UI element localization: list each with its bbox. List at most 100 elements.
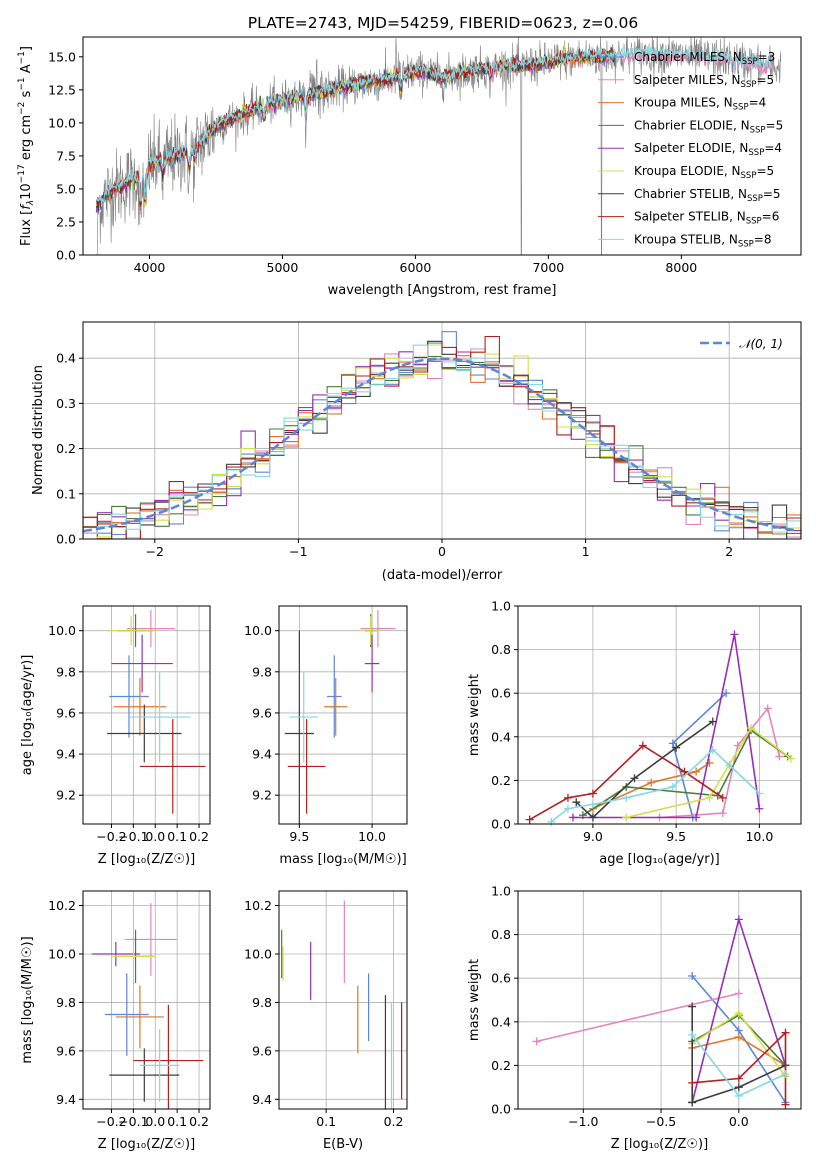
weight-vs-age-ylabel: mass weight [467,674,482,756]
legend-label-kroupa-miles: Kroupa MILES, NSSP=4 [634,96,766,113]
age-vs-z-xtick-label: 0.2 [189,829,209,844]
weight-marker-kroupa-stelib [725,761,734,770]
weight-marker-chabrier-miles [722,689,731,698]
weight-marker-kroupa-stelib [563,804,572,813]
spectrum-ytick-label: 5.0 [56,181,76,196]
weight-line-salpeter-stelib [692,1030,787,1105]
weight-vs-z-frame [517,890,802,1110]
residual-ytick-label: 0.1 [56,486,76,501]
weight-marker-chabrier-miles [668,739,677,748]
age-vs-z-ytick-label: 9.4 [56,747,76,762]
weight-vs-z-xlabel: Z [log₁₀(Z/Z☉)] [611,1137,708,1152]
weight-marker-kroupa-miles [692,767,701,776]
weight-vs-age-ytick-label: 0.2 [491,773,511,788]
mass-vs-z-xtick-label: −0.2 [96,1114,126,1129]
spectrum-model-salpeter-stelib [95,47,616,208]
weight-marker-chabrier-miles [688,972,697,981]
residual-xtick-label: 1 [582,544,590,559]
weight-vs-age-ytick-label: 0.6 [491,686,511,701]
mass-vs-ebv-xlabel: E(B-V) [323,1137,363,1152]
weight-vs-z-xtick-label: 0.0 [729,1114,749,1129]
weight-marker-kroupa-stelib [688,1030,697,1039]
weight-vs-age-xlabel: age [log₁₀(age/yr)] [599,852,720,867]
residual-ytick-label: 0.0 [56,532,76,547]
weight-marker-chabrier-stelib [588,813,597,822]
mass-vs-z-xtick-label: 0.0 [145,1114,165,1129]
weight-marker-salpeter-elodie [692,813,701,822]
mass-vs-z-ytick-label: 9.4 [56,1092,76,1107]
spectrum-ytick-label: 2.5 [56,214,76,229]
weight-marker-salpeter-miles [775,752,784,761]
parameter-panels: −0.2−0.10.0 0.1 0.29.29.49.69.810.0Z [log₁… [20,599,802,1152]
weight-marker-salpeter-stelib [680,767,689,776]
weight-marker-chabrier-stelib [688,1002,697,1011]
weight-marker-salpeter-stelib [525,815,534,824]
age-vs-z-ytick-label: 9.6 [56,705,76,720]
mass-vs-z-ytick-label: 10.2 [48,898,76,913]
mass-vs-z-xtick-label: 0.2 [189,1114,209,1129]
weight-marker-kroupa-elodie [787,754,796,763]
weight-vs-age-panel: 9.0 9.5 10.0 0.0 0.2 0.4 0.6 0.8 1.0 age [log₁₀(a… [467,599,802,867]
age-vs-mass-ytick-label: 10.0 [244,623,272,638]
age-vs-z-ylabel: age [log₁₀(age/yr)] [20,655,35,776]
residual-panel: −2 −1 0 1 2 0.0 0.1 0.2 0.3 0.4 𝒩(0, 1) (data-mode… [31,321,802,583]
residual-ytick-label: 0.4 [56,351,76,366]
weight-marker-kroupa-miles [734,1033,743,1042]
weight-marker-chabrier-stelib [708,717,717,726]
age-vs-z-xtick-label: −0.2 [96,829,126,844]
weight-marker-kroupa-elodie [747,724,756,733]
weight-marker-salpeter-stelib [563,793,572,802]
mass-vs-z-ytick-label: 10.0 [48,946,76,961]
mass-vs-ebv-frame [278,890,408,1110]
weight-marker-chabrier-stelib [572,798,581,807]
weight-marker-salpeter-miles [734,989,743,998]
mass-vs-z-frame [82,890,211,1110]
weight-marker-salpeter-stelib [688,1078,697,1087]
weight-marker-salpeter-stelib [781,1100,790,1109]
age-vs-mass-ytick-label: 9.4 [252,747,272,762]
age-vs-mass-ytick-label: 9.8 [252,664,272,679]
age-vs-z-xtick-label: 0.1 [167,829,187,844]
age-vs-mass-ytick-label: 9.2 [252,788,272,803]
weight-marker-kroupa-stelib [708,745,717,754]
residual-ytick-label: 0.3 [56,396,76,411]
mass-vs-z-panel: −0.2−0.10.0 0.1 0.2 9.4 9.6 9.8 10.0 10.2 Z [log… [20,890,211,1152]
residual-hist-salpeter-miles [83,348,801,539]
mass-vs-ebv-xtick-label: 0.2 [384,1114,404,1129]
weight-marker-kroupa-elodie [705,793,714,802]
weight-marker-kroupa-stelib [781,1070,790,1079]
weight-marker-kroupa-stelib [668,782,677,791]
spectrum-xtick-label: 8000 [665,260,697,275]
weight-marker-salpeter-stelib [781,1028,790,1037]
weight-vs-age-frame [517,605,802,825]
weight-line-chabrier-stelib [691,1006,786,1104]
weight-line-kroupa-elodie [626,726,792,819]
weight-vs-age-xtick-label: 9.5 [666,829,686,844]
spectrum-ytick-label: 0.0 [56,248,76,263]
weight-vs-z-xtick-label: −0.5 [646,1114,676,1129]
weight-marker-chabrier-stelib [734,1083,743,1092]
mass-vs-ebv-ytick-label: 9.4 [252,1092,272,1107]
weight-vs-age-ytick-label: 0.0 [491,817,511,832]
spectrum-plot-area: 4000 5000 6000 7000 8000 0.0 2.5 5.0 7.5 10.0 12.5… [48,36,802,275]
mass-vs-ebv-panel: 0.1 0.2 9.4 9.6 9.8 10.0 10.2 E(B-V) [244,890,408,1152]
mass-vs-z-ytick-label: 9.8 [56,995,76,1010]
residual-xtick-label: 2 [725,544,733,559]
mass-vs-ebv-ytick-label: 9.6 [252,1043,272,1058]
age-vs-z-panel: −0.2−0.10.0 0.1 0.2 9.2 9.4 9.6 9.8 10.0 Z [log₁… [20,605,211,867]
legend-label-chabrier-miles: Chabrier MILES, NSSP=3 [634,50,775,67]
spectrum-title: PLATE=2743, MJD=54259, FIBERID=0623, z=0… [248,14,638,32]
weight-vs-age-ytick-label: 0.4 [491,729,511,744]
age-vs-mass-frame [278,605,408,825]
weight-marker-salpeter-miles [718,809,727,818]
weight-vs-z-ylabel: mass weight [467,959,482,1041]
residual-plot-area: −2 −1 0 1 2 0.0 0.1 0.2 0.3 0.4 𝒩(0, 1) [56,321,802,559]
legend-label-kroupa-elodie: Kroupa ELODIE, NSSP=5 [634,164,774,181]
age-vs-z-xlabel: Z [log₁₀(Z/Z☉)] [98,852,195,867]
age-vs-z-ytick-label: 9.8 [56,664,76,679]
weight-marker-kroupa-miles [647,778,656,787]
spectrum-legend: Chabrier MILES, NSSP=3 Salpeter MILES, NS… [598,50,783,249]
residual-legend-label: 𝒩(0, 1) [739,337,783,351]
weight-line-salpeter-elodie [572,634,761,819]
age-vs-z-xtick-label: 0.0 [145,829,165,844]
